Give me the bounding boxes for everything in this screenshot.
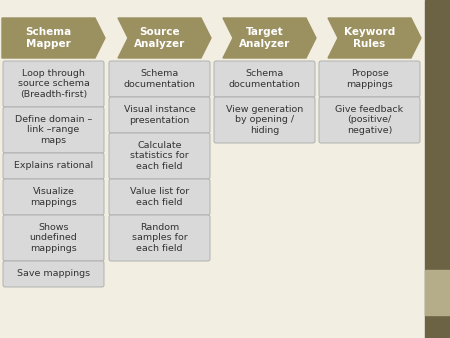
FancyBboxPatch shape xyxy=(3,107,104,153)
Bar xyxy=(425,0,450,338)
Polygon shape xyxy=(2,18,105,58)
Text: Visual instance
presentation: Visual instance presentation xyxy=(124,105,195,125)
Text: View generation
by opening /
hiding: View generation by opening / hiding xyxy=(226,105,303,135)
Text: Schema
Mapper: Schema Mapper xyxy=(25,27,72,49)
FancyBboxPatch shape xyxy=(3,61,104,107)
Text: Shows
undefined
mappings: Shows undefined mappings xyxy=(30,223,77,253)
Text: Visualize
mappings: Visualize mappings xyxy=(30,187,77,207)
Text: Value list for
each field: Value list for each field xyxy=(130,187,189,207)
FancyBboxPatch shape xyxy=(214,97,315,143)
Text: Calculate
statistics for
each field: Calculate statistics for each field xyxy=(130,141,189,171)
FancyBboxPatch shape xyxy=(3,179,104,215)
Text: Explains rational: Explains rational xyxy=(14,162,93,170)
Text: Give feedback
(positive/
negative): Give feedback (positive/ negative) xyxy=(335,105,404,135)
FancyBboxPatch shape xyxy=(109,215,210,261)
FancyBboxPatch shape xyxy=(3,215,104,261)
FancyBboxPatch shape xyxy=(109,179,210,215)
FancyBboxPatch shape xyxy=(3,261,104,287)
Text: Target
Analyzer: Target Analyzer xyxy=(239,27,290,49)
Polygon shape xyxy=(223,18,316,58)
Text: Source
Analyzer: Source Analyzer xyxy=(134,27,185,49)
FancyBboxPatch shape xyxy=(319,97,420,143)
Bar xyxy=(425,270,450,315)
FancyBboxPatch shape xyxy=(109,61,210,97)
Text: Save mappings: Save mappings xyxy=(17,269,90,279)
FancyBboxPatch shape xyxy=(214,61,315,97)
Text: Define domain –
link –range
maps: Define domain – link –range maps xyxy=(15,115,92,145)
Text: Schema
documentation: Schema documentation xyxy=(229,69,301,89)
FancyBboxPatch shape xyxy=(109,133,210,179)
Polygon shape xyxy=(328,18,421,58)
Text: Propose
mappings: Propose mappings xyxy=(346,69,393,89)
Polygon shape xyxy=(118,18,211,58)
FancyBboxPatch shape xyxy=(109,97,210,133)
Text: Random
samples for
each field: Random samples for each field xyxy=(131,223,187,253)
Text: Keyword
Rules: Keyword Rules xyxy=(344,27,395,49)
Text: Schema
documentation: Schema documentation xyxy=(124,69,195,89)
FancyBboxPatch shape xyxy=(3,153,104,179)
Text: Loop through
source schema
(Breadth-first): Loop through source schema (Breadth-firs… xyxy=(18,69,90,99)
FancyBboxPatch shape xyxy=(319,61,420,97)
